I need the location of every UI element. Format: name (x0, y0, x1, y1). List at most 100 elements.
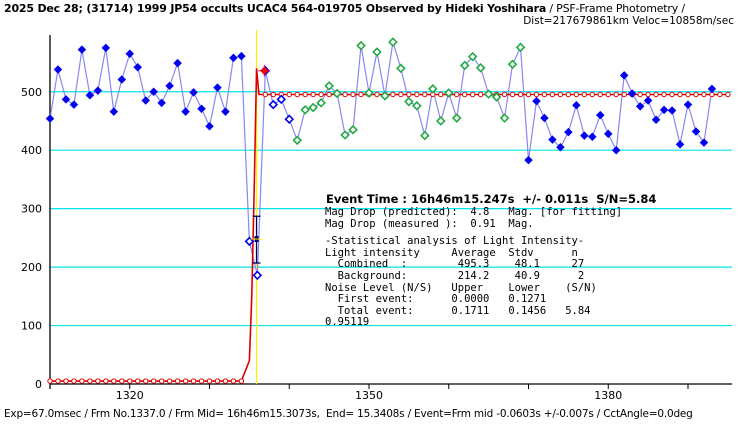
model-point (87, 378, 93, 384)
model-point (127, 378, 133, 384)
data-point-open (435, 116, 446, 126)
model-point (47, 378, 53, 384)
model-point (637, 91, 643, 98)
data-point (564, 127, 573, 137)
model-point (693, 91, 699, 98)
model-point (605, 91, 611, 98)
model-point (685, 91, 691, 98)
data-point-open (412, 100, 422, 111)
y-tick-label: 400 (21, 144, 42, 157)
data-point (221, 107, 230, 116)
model-point (661, 91, 667, 98)
data-point (101, 43, 111, 53)
data-point (149, 87, 158, 96)
data-point (675, 140, 685, 149)
data-point-open (459, 60, 470, 71)
data-point-open (340, 130, 350, 140)
model-point (214, 378, 221, 384)
y-tick-label: 0 (35, 378, 42, 391)
data-point (77, 45, 87, 54)
model-point (326, 91, 332, 98)
model-point (621, 91, 627, 98)
data-point-open (284, 114, 295, 125)
data-point-open (467, 51, 478, 62)
model-point (438, 91, 444, 98)
data-point-open (300, 105, 311, 115)
data-point-open (348, 124, 358, 135)
model-point (398, 91, 404, 98)
data-point (189, 88, 198, 97)
x-tick-label: 1320 (116, 389, 144, 402)
data-point (588, 132, 597, 141)
data-point (93, 86, 103, 95)
data-point-open (316, 98, 326, 108)
model-point (462, 91, 468, 98)
model-point (95, 378, 101, 384)
data-point-open (499, 113, 510, 123)
model-point (103, 378, 109, 384)
data-point-open (420, 130, 430, 141)
model-point (55, 378, 61, 384)
data-point (125, 49, 134, 59)
data-point (540, 113, 549, 123)
stats-line: 0.95119 (325, 316, 370, 329)
x-tick-label: 1380 (594, 389, 622, 402)
model-point (549, 91, 556, 98)
data-point (596, 110, 605, 120)
data-point (524, 155, 533, 165)
data-point (691, 127, 701, 136)
data-point (683, 100, 693, 109)
model-point (342, 91, 348, 98)
stats-line: -Statistical analysis of Light Intensity… (325, 235, 585, 248)
model-point (374, 91, 380, 98)
model-point (477, 91, 484, 98)
stats-line: Background: 214.2 40.9 2 (325, 270, 585, 282)
model-point (573, 91, 580, 98)
data-point (133, 62, 142, 72)
data-point-open (427, 84, 438, 94)
model-point (406, 91, 412, 98)
model-point (557, 91, 564, 98)
model-point (310, 91, 316, 98)
model-point (135, 378, 141, 384)
model-point (501, 91, 508, 98)
model-point (422, 91, 428, 98)
model-point (174, 378, 181, 384)
model-point (581, 91, 588, 98)
data-point-open (507, 59, 518, 70)
model-point (653, 91, 659, 98)
model-point (509, 91, 516, 98)
data-point-open (443, 88, 454, 98)
data-point (109, 107, 119, 116)
model-point (358, 91, 364, 98)
model-point (270, 91, 276, 98)
model-point (541, 91, 548, 98)
x-tick-label: 1350 (355, 389, 383, 402)
model-point (701, 91, 707, 98)
stats-line: Mag Drop (measured ): 0.91 Mag. (325, 217, 534, 230)
stats-line: Total event: 0.1711 0.1456 5.84 (325, 304, 591, 317)
model-point (469, 91, 476, 98)
data-point (604, 129, 613, 139)
model-point (350, 91, 356, 98)
stats-line: First event: 0.0000 0.1271 (325, 293, 547, 306)
data-point (213, 83, 222, 92)
event-time-label: Event Time : 16h46m15.247s +/- 0.011s S/… (326, 192, 657, 206)
stats-line: Combined : 495.3 48.1 27 (325, 258, 585, 271)
data-point (580, 131, 589, 140)
model-point (645, 91, 651, 98)
data-point (667, 106, 677, 115)
model-point (222, 378, 229, 384)
model-point (565, 91, 572, 98)
data-point (619, 71, 629, 80)
model-point (302, 91, 308, 98)
data-point (237, 51, 246, 61)
stats-line: Noise Level (N/S) Upper Lower (S/N) (325, 281, 597, 294)
data-point (141, 96, 150, 105)
data-point-open (276, 94, 287, 105)
model-point (63, 378, 69, 384)
model-point (71, 378, 77, 384)
data-point-open (364, 88, 374, 98)
data-point (61, 95, 71, 104)
data-point (157, 98, 166, 108)
